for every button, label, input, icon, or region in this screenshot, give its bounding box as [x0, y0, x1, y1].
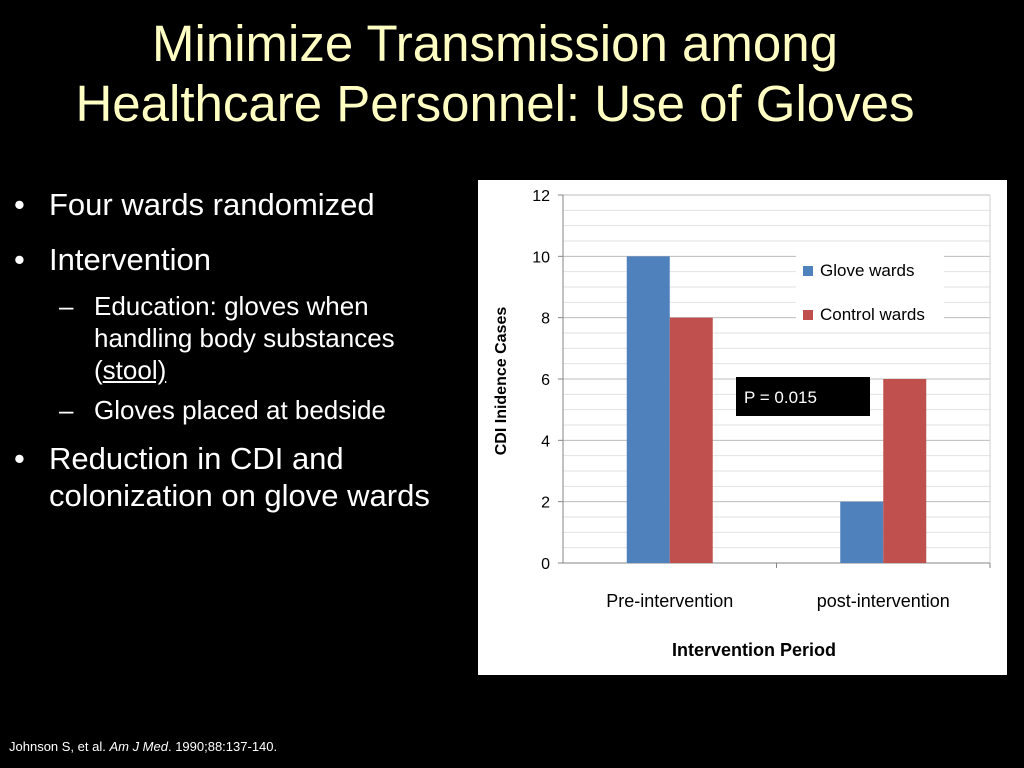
citation-details: . 1990;88:137-140.: [167, 739, 278, 754]
y-axis-title: CDI Inidence Cases: [493, 307, 510, 456]
bar-chart: 0 2 4 6 8 10 12 Pre-intervention post-interventi…: [493, 188, 991, 660]
subbullet-item: – Education: gloves when handling body s…: [14, 290, 464, 386]
legend-label: Control wards: [820, 305, 925, 324]
dash-glyph: –: [59, 291, 74, 321]
subbullet-text: Gloves placed at bedside: [94, 395, 386, 425]
bullet-glyph: •: [14, 187, 25, 222]
bar-glove-wards: [626, 256, 670, 563]
y-tick-label: 2: [541, 495, 550, 512]
subbullet-underlined-text: stool): [102, 355, 167, 385]
y-tick-label: 8: [541, 311, 550, 328]
y-tick-label: 0: [541, 556, 550, 573]
annotation-text: P = 0.015: [744, 388, 817, 407]
title-line-1: Minimize Transmission among: [152, 15, 838, 72]
y-tick-label: 4: [541, 433, 550, 450]
bullet-text: Intervention: [49, 242, 211, 277]
subbullet-text: Education: gloves when handling body sub…: [94, 291, 395, 385]
annotation-box: [736, 377, 870, 416]
x-tick-label: post-intervention: [817, 591, 950, 611]
bar-control-wards: [669, 317, 713, 563]
bullet-item: • Intervention: [14, 241, 464, 278]
title-line-2: Healthcare Personnel: Use of Gloves: [75, 75, 915, 132]
legend-swatch: [803, 310, 813, 320]
citation-authors: Johnson S, et al.: [9, 739, 110, 754]
bullet-text: Reduction in CDI and colonization on glo…: [49, 441, 430, 513]
bullet-glyph: •: [14, 242, 25, 277]
bar-control-wards: [883, 379, 927, 563]
bullet-item: • Four wards randomized: [14, 186, 464, 223]
legend-label: Glove wards: [820, 261, 914, 280]
bullet-text: Four wards randomized: [49, 187, 375, 222]
y-tick-label: 10: [532, 249, 550, 266]
citation: Johnson S, et al. Am J Med. 1990;88:137-…: [9, 739, 277, 754]
bullet-item: • Reduction in CDI and colonization on g…: [14, 440, 464, 514]
bullet-list: • Four wards randomized • Intervention –…: [14, 186, 464, 532]
legend-swatch: [803, 266, 813, 276]
slide-title: Minimize Transmission among Healthcare P…: [0, 14, 990, 134]
y-tick-label: 12: [532, 188, 550, 205]
dash-glyph: –: [59, 395, 74, 425]
bar-glove-wards: [840, 501, 884, 563]
chart-panel: 0 2 4 6 8 10 12 Pre-intervention post-interventi…: [478, 180, 1007, 675]
bullet-glyph: •: [14, 441, 25, 476]
y-tick-label: 6: [541, 372, 550, 389]
subbullet-item: – Gloves placed at bedside: [14, 394, 464, 426]
citation-journal: Am J Med: [109, 739, 168, 754]
x-tick-label: Pre-intervention: [606, 591, 733, 611]
legend-box: [796, 252, 944, 332]
x-axis-title: Intervention Period: [672, 640, 836, 660]
